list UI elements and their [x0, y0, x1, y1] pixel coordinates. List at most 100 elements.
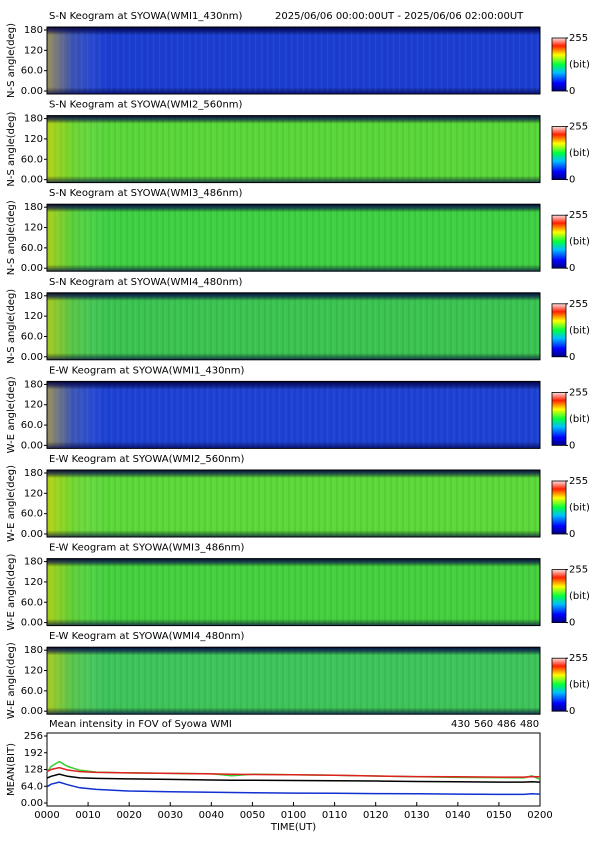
series-line: [46, 781, 541, 796]
y-tick-label: 60.0: [21, 154, 43, 165]
keogram-band: [47, 558, 540, 626]
y-tick-label: 60.0: [21, 331, 43, 342]
y-tick-label: 180: [24, 379, 43, 390]
y-tick-label: 60.0: [21, 686, 43, 697]
y-axis-label: MEAN(BIT): [6, 743, 17, 796]
colorbar-tick-label: 0: [569, 618, 575, 629]
y-tick-label: 120: [24, 45, 43, 56]
y-axis-label: N-S angle(deg): [6, 111, 17, 186]
colorbar: [551, 657, 567, 712]
plot-frame: [46, 558, 541, 627]
colorbar-tick-label: 255: [569, 299, 588, 310]
colorbar-label: (bit): [569, 503, 590, 514]
legend-entry: 430: [451, 719, 470, 730]
x-tick-label: 0000: [34, 810, 59, 821]
plot-frame: [46, 203, 541, 272]
y-axis-label: W-E angle(deg): [6, 465, 17, 542]
legend-entry: 480: [520, 719, 539, 730]
panel-title: Mean intensity in FOV of Syowa WMI: [49, 719, 232, 730]
x-tick-label: 0020: [116, 810, 141, 821]
y-tick-label: 0.00: [21, 618, 43, 629]
plot-frame: [46, 26, 541, 95]
y-axis-label: N-S angle(deg): [6, 200, 17, 275]
legend-entry: 486: [497, 719, 516, 730]
colorbar-tick-label: 255: [569, 210, 588, 221]
legend-entry: 560: [474, 719, 493, 730]
y-tick-label: 120: [24, 488, 43, 499]
colorbar-label: (bit): [569, 680, 590, 691]
y-tick-label: 256: [24, 731, 43, 742]
panel-title: E-W Keogram at SYOWA(WMI1_430nm): [49, 365, 245, 376]
y-tick-label: 180: [24, 114, 43, 125]
y-tick-label: 64.0: [21, 781, 43, 792]
panel-title: E-W Keogram at SYOWA(WMI3_486nm): [49, 543, 245, 554]
x-tick-label: 0140: [445, 810, 470, 821]
colorbar-tick-label: 0: [569, 263, 575, 274]
colorbar: [551, 303, 567, 358]
y-tick-label: 192: [24, 748, 43, 759]
y-tick-label: 120: [24, 311, 43, 322]
series-line: [46, 773, 541, 783]
colorbar-tick-label: 255: [569, 387, 588, 398]
series-line: [46, 766, 541, 778]
y-tick-label: 180: [24, 202, 43, 213]
x-tick-label: 0110: [322, 810, 347, 821]
plot-frame: [46, 732, 541, 807]
x-axis-label: TIME(UT): [270, 822, 316, 833]
y-tick-label: 60.0: [21, 243, 43, 254]
colorbar-tick-label: 255: [569, 476, 588, 487]
y-tick-label: 120: [24, 666, 43, 677]
colorbar: [551, 126, 567, 180]
y-tick-label: 60.0: [21, 66, 43, 77]
colorbar-tick-label: 255: [569, 122, 588, 133]
colorbar-tick-label: 0: [569, 86, 575, 97]
y-axis-label: N-S angle(deg): [6, 23, 17, 98]
keogram-band: [47, 292, 540, 360]
panel-title: E-W Keogram at SYOWA(WMI4_480nm): [49, 631, 245, 642]
x-tick-label: 0150: [486, 810, 511, 821]
keogram-band: [47, 381, 540, 449]
x-tick-label: 0050: [240, 810, 265, 821]
y-tick-label: 0.00: [21, 86, 43, 97]
plot-frame: [46, 292, 541, 361]
y-tick-label: 180: [24, 291, 43, 302]
y-tick-label: 180: [24, 468, 43, 479]
colorbar-tick-label: 255: [569, 565, 588, 576]
colorbar-label: (bit): [569, 591, 590, 602]
colorbar: [551, 569, 567, 623]
plot-frame: [46, 380, 541, 449]
x-tick-label: 0120: [363, 810, 388, 821]
y-tick-label: 0.00: [21, 352, 43, 363]
y-axis-label: W-E angle(deg): [6, 642, 17, 719]
colorbar-tick-label: 0: [569, 175, 575, 186]
colorbar-tick-label: 255: [569, 653, 588, 664]
y-tick-label: 0.00: [21, 440, 43, 451]
panel-title: S-N Keogram at SYOWA(WMI2_560nm): [49, 100, 243, 111]
y-tick-label: 120: [24, 400, 43, 411]
keogram-band: [47, 647, 540, 715]
colorbar-label: (bit): [569, 148, 590, 159]
keogram-band: [47, 115, 540, 183]
colorbar-tick-label: 0: [569, 706, 575, 717]
colorbar: [551, 214, 567, 269]
colorbar-tick-label: 0: [569, 529, 575, 540]
y-tick-label: 60.0: [21, 509, 43, 520]
y-axis-label: W-E angle(deg): [6, 376, 17, 453]
colorbar-tick-label: 255: [569, 33, 588, 44]
panel-subtitle: 2025/06/06 00:00:00UT - 2025/06/06 02:00…: [275, 11, 524, 22]
y-tick-label: 120: [24, 577, 43, 588]
keogram-band: [47, 27, 540, 94]
x-tick-label: 0040: [199, 810, 224, 821]
y-tick-label: 0.00: [21, 175, 43, 186]
x-tick-label: 0100: [281, 810, 306, 821]
plot-frame: [46, 115, 541, 184]
y-tick-label: 0.00: [21, 263, 43, 274]
plot-frame: [46, 469, 541, 538]
colorbar-label: (bit): [569, 325, 590, 336]
panel-title: S-N Keogram at SYOWA(WMI4_480nm): [49, 277, 243, 288]
y-tick-label: 180: [24, 557, 43, 568]
y-tick-label: 120: [24, 134, 43, 145]
y-tick-label: 128: [24, 765, 43, 776]
x-tick-label: 0030: [158, 810, 183, 821]
y-tick-label: 0.00: [21, 529, 43, 540]
